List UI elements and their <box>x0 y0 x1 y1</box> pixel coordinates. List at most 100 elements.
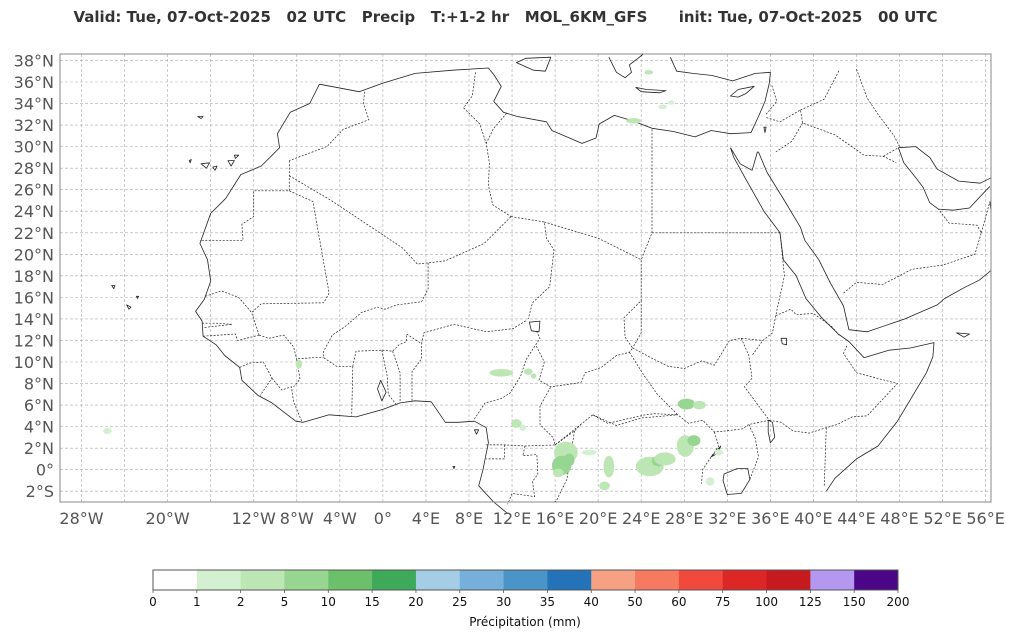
map-title: Valid: Tue, 07-Oct-2025 02 UTC Precip T:… <box>73 8 938 26</box>
colorbar-tick-label: 40 <box>584 595 599 609</box>
coastline <box>319 67 752 144</box>
country-border <box>843 208 982 294</box>
country-border <box>823 427 827 487</box>
country-border <box>765 84 778 115</box>
island <box>956 332 970 338</box>
colorbar-tick-label: 75 <box>715 595 730 609</box>
lake <box>780 337 787 346</box>
latitude-label: 36°N <box>14 73 54 92</box>
colorbar-segment <box>240 570 285 590</box>
longitude-label: 8°W <box>280 509 314 528</box>
country-border <box>239 361 273 396</box>
country-border <box>351 366 354 416</box>
country-border <box>535 221 642 388</box>
latitude-label: 34°N <box>14 95 54 114</box>
country-border <box>486 444 556 447</box>
colorbar-segment <box>766 570 811 590</box>
colorbar-tick-label: 30 <box>496 595 511 609</box>
country-border <box>202 322 233 328</box>
precip-patch <box>677 398 696 410</box>
colorbar-segment <box>810 570 855 590</box>
coastline <box>730 147 935 492</box>
longitude-label: 28°E <box>665 509 703 528</box>
latitude-label: 38°N <box>14 51 54 70</box>
colorbar-segments <box>153 570 899 590</box>
latitude-label: 18°N <box>14 267 54 286</box>
longitude-label: 28°W <box>59 509 103 528</box>
latitude-label: 2°N <box>24 439 54 458</box>
country-border <box>765 109 803 123</box>
country-border <box>381 350 397 405</box>
country-border <box>258 334 324 361</box>
island <box>212 165 218 171</box>
longitude-label: 0° <box>374 509 392 528</box>
country-border <box>421 319 528 344</box>
country-border <box>271 377 303 423</box>
precip-patch <box>511 419 522 428</box>
colorbar-tick-label: 20 <box>408 595 423 609</box>
colorbar-tick-label: 2 <box>237 595 245 609</box>
colorbar-tick-label: 50 <box>627 595 642 609</box>
latitude-label: 8°N <box>24 375 54 394</box>
island <box>111 285 116 290</box>
coastline <box>669 57 771 133</box>
colorbar-segment <box>854 570 899 590</box>
colorbar-tick-label: 60 <box>671 595 686 609</box>
island <box>474 429 480 435</box>
coastline <box>730 147 759 171</box>
latitude-label: 24°N <box>14 202 54 221</box>
coastline <box>758 151 992 333</box>
colorbar-segment <box>503 570 548 590</box>
colorbar-tick-label: 1 <box>193 595 201 609</box>
country-border <box>463 72 512 217</box>
longitude-labels: 28°W 20°W 12°W 8°W 4°W 0° 4°E 8°E 12°E 16°E 20°E 24… <box>59 509 1004 528</box>
longitude-label: 48°E <box>880 509 918 528</box>
longitude-label: 44°E <box>837 509 875 528</box>
colorbar-frame <box>152 569 899 591</box>
colorbar-label: Précipitation (mm) <box>469 615 581 629</box>
longitude-label: 20°W <box>146 509 190 528</box>
precip-areas <box>103 70 723 491</box>
longitude-label: 4°W <box>323 509 357 528</box>
country-border <box>474 329 541 420</box>
country-border <box>856 68 900 147</box>
country-border <box>554 423 583 446</box>
latitude-label: 4°N <box>24 418 54 437</box>
country-border <box>289 175 512 265</box>
longitude-label: 52°E <box>923 509 961 528</box>
country-border <box>980 201 991 233</box>
country-border <box>539 352 679 446</box>
precip-patch <box>489 369 514 377</box>
longitude-label: 12°E <box>493 509 531 528</box>
country-border <box>485 112 507 144</box>
country-border <box>251 190 330 336</box>
lake <box>763 126 767 133</box>
country-border <box>510 216 555 319</box>
precip-patch <box>687 435 701 446</box>
colorbar-segment <box>372 570 417 590</box>
latitude-label: 30°N <box>14 138 54 157</box>
colorbar-tick-label: 10 <box>321 595 336 609</box>
country-border <box>769 345 899 434</box>
precip-patch <box>295 359 303 369</box>
colorbar-segment <box>196 570 242 590</box>
latitude-label: 14°N <box>14 310 54 329</box>
precip-patch <box>552 468 564 478</box>
coastline <box>195 84 507 514</box>
longitude-label: 56°E <box>966 509 1004 528</box>
island <box>234 154 240 159</box>
precip-patch <box>599 481 610 491</box>
coastline <box>898 146 992 184</box>
colorbar-segment <box>722 570 768 590</box>
colorbar-segment <box>635 570 680 590</box>
latitude-label: 16°N <box>14 288 54 307</box>
map-frame <box>59 53 992 503</box>
country-border <box>199 160 290 241</box>
colorbar-segment <box>591 570 636 590</box>
longitude-label: 20°E <box>579 509 617 528</box>
country-border <box>392 351 401 403</box>
precip-patch <box>530 373 537 379</box>
island <box>452 466 456 469</box>
longitude-label: 24°E <box>622 509 660 528</box>
colorbar-tick-label: 150 <box>843 595 866 609</box>
